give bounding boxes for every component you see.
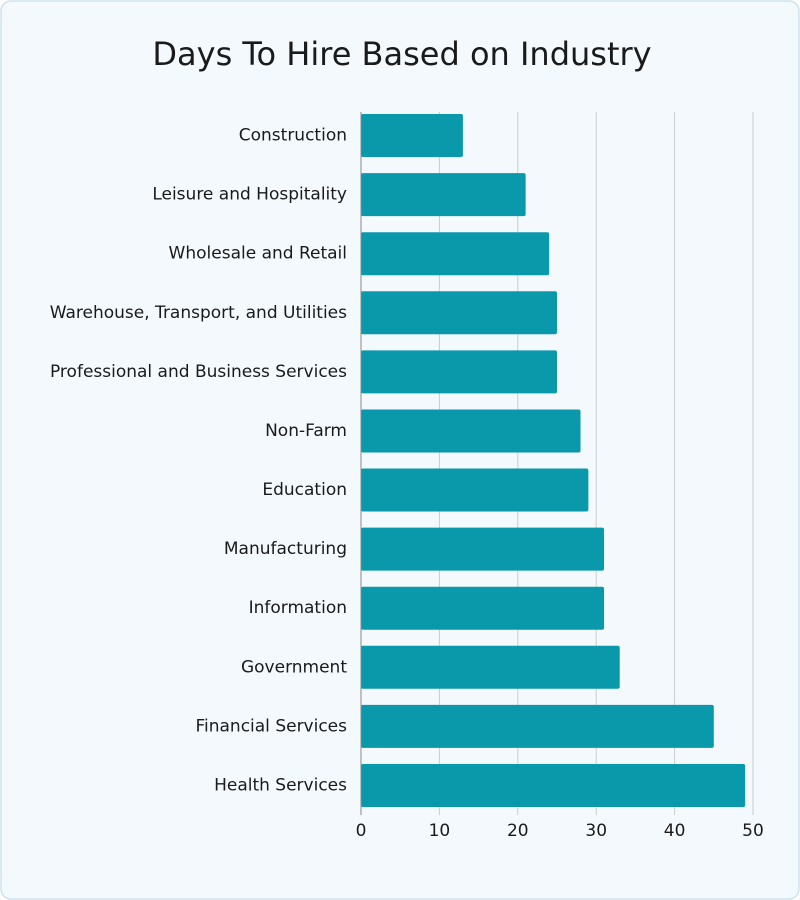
bar [361,291,557,335]
bar [361,763,746,807]
x-tick-label: 10 [429,821,451,841]
bar [361,409,581,453]
x-tick-label: 20 [507,821,529,841]
bar [361,232,550,276]
bar [361,468,589,512]
x-tick-label: 50 [742,821,764,841]
chart-title: Days To Hire Based on Industry [152,35,651,73]
y-tick-label: Manufacturing [224,539,347,559]
y-tick-label: Non-Farm [265,421,347,441]
y-tick-label: Education [262,480,347,500]
y-tick-label: Information [249,598,347,618]
y-tick-label: Leisure and Hospitality [152,185,347,205]
bar [361,173,526,217]
x-tick-label: 0 [356,821,367,841]
y-tick-label: Government [241,657,347,677]
y-tick-label: Construction [239,126,347,146]
y-tick-label: Wholesale and Retail [169,244,347,264]
bar [361,704,714,748]
bar [361,527,605,571]
bar [361,114,463,158]
y-tick-label: Financial Services [195,716,347,736]
y-tick-label: Professional and Business Services [50,362,347,382]
bar [361,645,620,689]
bar [361,350,557,394]
y-tick-label: Health Services [214,775,347,795]
x-tick-label: 30 [585,821,607,841]
y-tick-label: Warehouse, Transport, and Utilities [50,303,347,323]
bar [361,586,605,630]
x-tick-label: 40 [664,821,686,841]
